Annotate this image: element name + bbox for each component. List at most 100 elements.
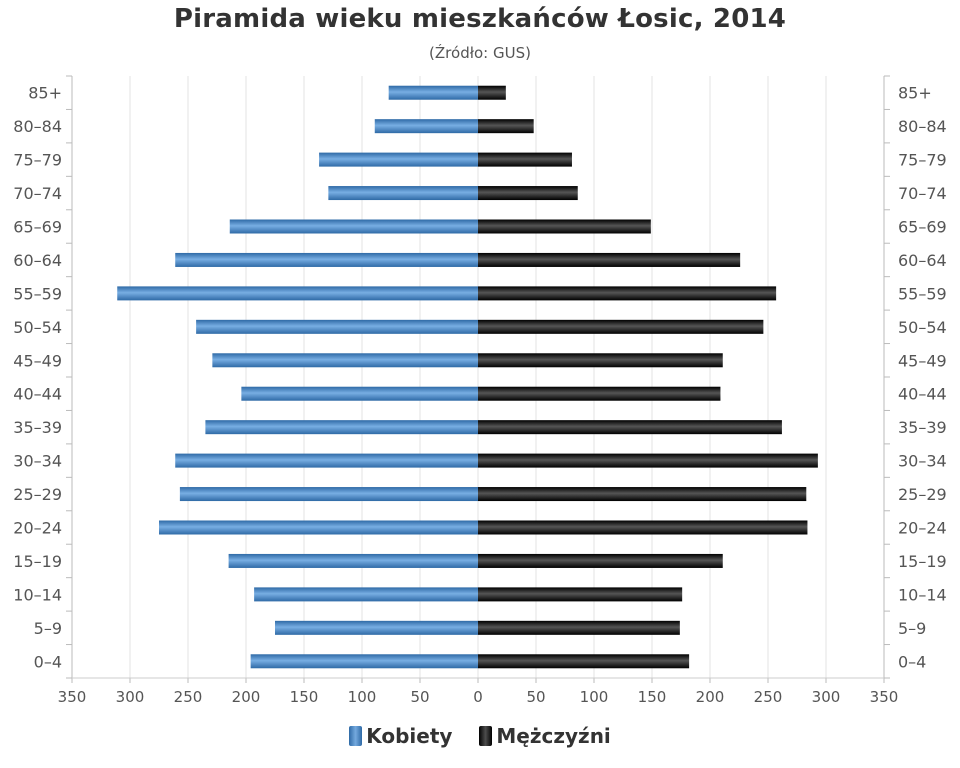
y-tick-label-right: 85+ [898, 84, 932, 103]
bars [117, 85, 818, 669]
y-tick-label-left: 30–34 [13, 452, 62, 471]
bar-kobiety [374, 119, 478, 134]
legend: Kobiety Mężczyźni [0, 722, 960, 748]
y-tick-label-left: 5–9 [34, 619, 62, 638]
y-tick-label-right: 15–19 [898, 552, 947, 571]
y-tick-label-right: 40–44 [898, 385, 947, 404]
x-tick-label: 150 [638, 688, 667, 706]
legend-label-kobiety: Kobiety [366, 723, 453, 748]
bar-mezczyzni [478, 219, 651, 234]
bar-mezczyzni [478, 487, 807, 502]
y-tick-label-right: 30–34 [898, 452, 947, 471]
chart-subtitle: (Źródło: GUS) [429, 44, 531, 62]
bar-kobiety [228, 553, 478, 568]
x-tick-label: 0 [473, 688, 483, 706]
bar-mezczyzni [478, 353, 723, 368]
y-tick-label-left: 15–19 [13, 552, 62, 571]
bar-kobiety [241, 386, 478, 401]
bar-kobiety [254, 587, 478, 602]
bar-kobiety [175, 252, 479, 267]
x-tick-label: 150 [290, 688, 319, 706]
bar-mezczyzni [478, 386, 721, 401]
bar-mezczyzni [478, 252, 741, 267]
y-tick-label-left: 10–14 [13, 585, 62, 604]
bar-kobiety [159, 520, 478, 535]
y-tick-label-right: 45–49 [898, 351, 947, 370]
bar-kobiety [196, 319, 478, 334]
y-tick-label-left: 35–39 [13, 418, 62, 437]
y-tick-label-left: 20–24 [13, 519, 62, 538]
y-tick-label-right: 0–4 [898, 652, 926, 671]
y-tick-label-right: 35–39 [898, 418, 947, 437]
bar-mezczyzni [478, 85, 506, 100]
y-tick-label-left: 70–74 [13, 184, 62, 203]
tick-labels: 350 300 250 200 150 100 50 0 50 100 150 200 250 300 35… [13, 84, 946, 706]
x-tick-label: 50 [410, 688, 429, 706]
x-tick-label: 300 [812, 688, 841, 706]
bar-mezczyzni [478, 186, 578, 201]
y-tick-label-right: 70–74 [898, 184, 947, 203]
y-tick-label-left: 65–69 [13, 218, 62, 237]
x-tick-label: 200 [696, 688, 725, 706]
bar-kobiety [275, 620, 478, 635]
y-tick-label-right: 65–69 [898, 218, 947, 237]
y-tick-label-right: 20–24 [898, 519, 947, 538]
y-tick-label-left: 75–79 [13, 151, 62, 170]
bar-kobiety [328, 186, 478, 201]
legend-item-kobiety[interactable]: Kobiety [349, 724, 452, 748]
y-tick-label-left: 80–84 [13, 117, 62, 136]
y-tick-label-left: 0–4 [34, 652, 62, 671]
y-tick-label-right: 10–14 [898, 585, 947, 604]
legend-item-mezczyzni[interactable]: Mężczyźni [479, 723, 611, 748]
bar-kobiety [319, 152, 478, 167]
y-tick-label-right: 80–84 [898, 117, 947, 136]
x-tick-label: 200 [232, 688, 261, 706]
y-tick-label-left: 45–49 [13, 351, 62, 370]
bar-kobiety [212, 353, 479, 368]
bar-kobiety [117, 286, 479, 301]
axes [66, 75, 890, 683]
y-tick-label-right: 50–54 [898, 318, 947, 337]
bar-kobiety [229, 219, 478, 234]
y-tick-label-right: 25–29 [898, 485, 947, 504]
bar-kobiety [179, 487, 478, 502]
bar-kobiety [250, 654, 478, 669]
y-tick-label-left: 55–59 [13, 284, 62, 303]
legend-label-mezczyzni: Mężczyźni [496, 723, 611, 748]
y-tick-label-left: 50–54 [13, 318, 62, 337]
y-tick-label-left: 40–44 [13, 385, 62, 404]
bar-mezczyzni [478, 286, 777, 301]
chart-title: Piramida wieku mieszkańców Łosic, 2014 [173, 4, 787, 34]
x-tick-label: 350 [58, 688, 87, 706]
bar-mezczyzni [478, 420, 782, 435]
y-tick-label-left: 60–64 [13, 251, 62, 270]
bar-kobiety [205, 420, 478, 435]
bar-kobiety [388, 85, 478, 100]
x-tick-label: 100 [348, 688, 377, 706]
x-tick-label: 350 [870, 688, 899, 706]
bar-mezczyzni [478, 553, 723, 568]
x-tick-label: 250 [754, 688, 783, 706]
bar-mezczyzni [478, 453, 818, 468]
y-tick-label-right: 55–59 [898, 284, 947, 303]
y-tick-label-right: 75–79 [898, 151, 947, 170]
bar-mezczyzni [478, 520, 808, 535]
bar-mezczyzni [478, 319, 764, 334]
legend-swatch-kobiety [349, 725, 363, 746]
y-tick-label-left: 85+ [28, 84, 62, 103]
y-tick-label-right: 60–64 [898, 251, 947, 270]
y-tick-label-left: 25–29 [13, 485, 62, 504]
legend-swatch-mezczyzni [479, 725, 493, 746]
bar-mezczyzni [478, 654, 690, 669]
x-tick-label: 100 [580, 688, 609, 706]
x-tick-label: 50 [526, 688, 545, 706]
bar-mezczyzni [478, 587, 683, 602]
x-tick-label: 250 [174, 688, 203, 706]
x-tick-label: 300 [116, 688, 145, 706]
bar-mezczyzni [478, 620, 680, 635]
bar-mezczyzni [478, 119, 534, 134]
y-tick-label-right: 5–9 [898, 619, 926, 638]
bar-mezczyzni [478, 152, 572, 167]
bar-kobiety [175, 453, 479, 468]
